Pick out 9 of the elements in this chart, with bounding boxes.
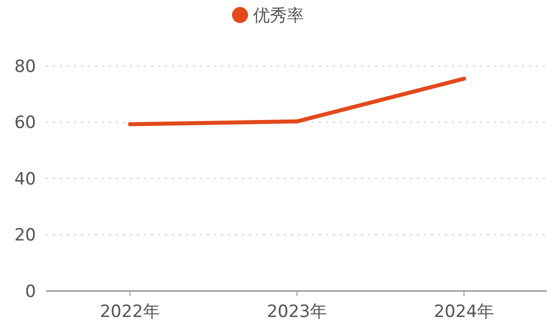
legend-label: 优秀率	[253, 6, 304, 26]
y-tick-label: 80	[14, 56, 36, 77]
y-tick-label: 20	[14, 226, 36, 246]
y-tick-label: 0	[25, 282, 36, 302]
x-tick-label: 2024年	[434, 302, 494, 322]
y-tick-label: 40	[14, 169, 36, 190]
y-tick-label: 60	[14, 113, 36, 134]
x-tick-label: 2022年	[100, 302, 160, 322]
x-tick-label: 2023年	[266, 302, 328, 322]
